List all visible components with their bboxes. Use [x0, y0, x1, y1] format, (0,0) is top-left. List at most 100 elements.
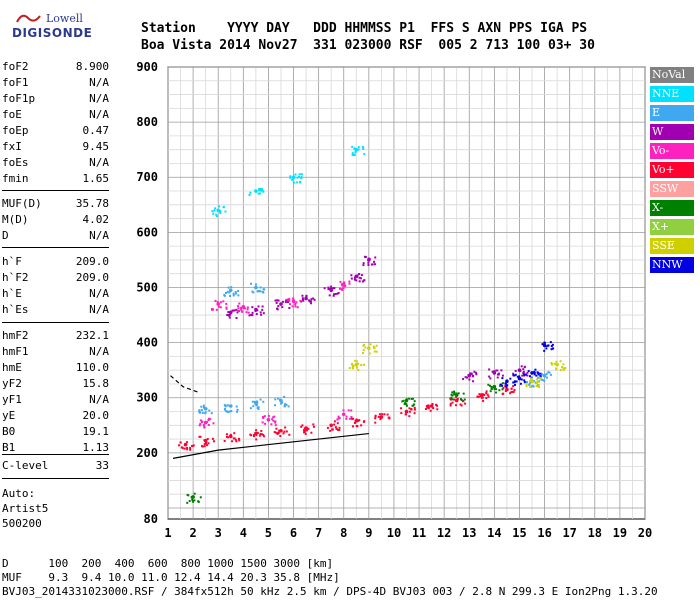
polarization-legend: NoVal NNE E W Vo- Vo+ SSW X- X+ SSE NNW — [650, 67, 694, 276]
data-point — [357, 146, 360, 149]
data-point — [515, 380, 518, 383]
param-value: 4.02 — [82, 213, 110, 226]
data-point — [548, 371, 551, 374]
data-point — [342, 409, 345, 412]
data-point — [283, 395, 286, 398]
data-point — [277, 299, 280, 302]
data-point — [333, 287, 336, 290]
data-point — [379, 418, 382, 421]
data-point — [351, 417, 354, 420]
data-point — [207, 442, 210, 445]
data-point — [460, 404, 463, 407]
data-point — [496, 376, 499, 379]
data-point — [255, 283, 258, 286]
data-point — [183, 447, 186, 450]
data-point — [357, 369, 360, 372]
data-point — [482, 399, 485, 402]
data-point — [450, 396, 453, 399]
x-tick-label: 17 — [562, 526, 576, 540]
param-value: 35.78 — [75, 197, 109, 210]
data-point — [296, 176, 299, 179]
data-point — [245, 311, 248, 314]
data-point — [264, 422, 267, 425]
data-point — [285, 299, 288, 302]
data-point — [512, 372, 515, 375]
param-value: 1.13 — [82, 441, 110, 454]
data-point — [348, 417, 351, 420]
data-point — [234, 291, 237, 294]
data-point — [353, 147, 356, 150]
data-point — [521, 374, 524, 377]
data-point — [230, 286, 233, 289]
data-point — [301, 294, 304, 297]
data-point — [207, 423, 210, 426]
data-point — [261, 189, 264, 192]
data-point — [483, 393, 486, 396]
data-point — [402, 399, 405, 402]
param-value: 8.900 — [75, 60, 109, 73]
data-point — [559, 360, 562, 363]
data-point — [374, 421, 377, 424]
data-point — [341, 282, 346, 287]
data-point — [520, 365, 523, 368]
data-point — [527, 370, 530, 373]
data-point — [274, 299, 277, 302]
y-tick-label: 80 — [144, 512, 158, 526]
data-point — [300, 425, 303, 428]
data-point — [477, 395, 480, 398]
data-point — [206, 438, 209, 441]
data-point — [347, 409, 350, 412]
data-point — [519, 382, 522, 385]
data-point — [362, 352, 365, 355]
data-point — [451, 391, 454, 394]
data-point — [473, 370, 476, 373]
y-tick-label: 400 — [136, 336, 158, 350]
data-point — [512, 374, 515, 377]
data-point — [244, 307, 247, 310]
data-point — [310, 298, 313, 301]
data-point — [489, 377, 492, 380]
data-point — [564, 367, 567, 370]
data-point — [250, 313, 253, 316]
data-point — [413, 408, 416, 411]
data-point — [289, 175, 292, 178]
data-point — [427, 407, 430, 410]
data-point — [199, 435, 202, 438]
x-tick-label: 19 — [613, 526, 627, 540]
data-point — [512, 385, 515, 388]
data-point — [252, 291, 255, 294]
data-point — [219, 209, 222, 212]
data-point — [223, 439, 226, 442]
data-point — [274, 398, 277, 401]
data-point — [495, 369, 498, 372]
param-value: N/A — [89, 108, 109, 121]
data-point — [451, 398, 454, 401]
data-point — [235, 316, 238, 319]
param-key: hmF1 — [2, 345, 29, 358]
param-key: hmE — [2, 361, 22, 374]
data-point — [199, 422, 202, 425]
data-point — [545, 347, 548, 350]
data-point — [236, 311, 239, 314]
data-point — [362, 264, 365, 267]
data-point — [206, 444, 209, 447]
data-point — [276, 307, 279, 310]
data-point — [202, 423, 205, 426]
param-value: 15.8 — [82, 377, 110, 390]
param-row: fmin 1.65 — [2, 172, 109, 188]
data-point — [201, 445, 204, 448]
autoscaling-version: 500200 — [2, 517, 42, 530]
y-tick-label: 500 — [136, 280, 158, 294]
data-point — [263, 435, 266, 438]
data-point — [260, 189, 263, 192]
data-point — [229, 295, 232, 298]
data-point — [251, 314, 254, 317]
data-point — [491, 387, 494, 390]
data-point — [305, 429, 308, 432]
data-point — [354, 151, 357, 154]
data-point — [436, 408, 439, 411]
data-point — [449, 404, 452, 407]
data-point — [537, 373, 540, 376]
data-point — [537, 376, 540, 379]
data-point — [513, 383, 516, 386]
